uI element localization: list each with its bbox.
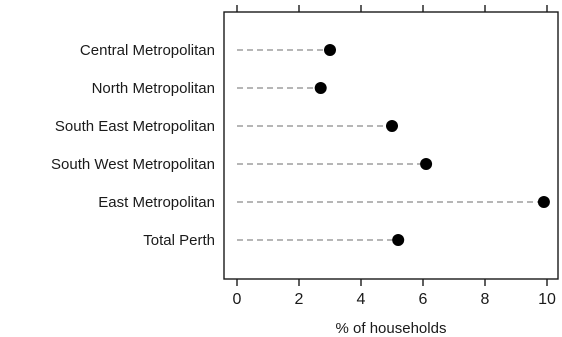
data-point — [537, 196, 550, 208]
data-rows: Central Metropolitan North Metropolitan So… — [51, 42, 550, 249]
data-point — [386, 120, 398, 132]
bottom-ticks — [236, 279, 548, 286]
data-row: South East Metropolitan — [55, 118, 398, 135]
category-label: South West Metropolitan — [51, 156, 215, 173]
data-point — [324, 44, 336, 56]
x-tick-labels: 0 2 4 6 8 10 — [233, 291, 556, 308]
category-label: South East Metropolitan — [55, 118, 215, 135]
x-tick-label: 0 — [233, 291, 242, 308]
data-row: South West Metropolitan — [51, 156, 433, 173]
category-label: Total Perth — [143, 232, 215, 249]
category-label: East Metropolitan — [98, 194, 215, 211]
data-row: North Metropolitan — [92, 80, 327, 97]
x-tick-label: 6 — [419, 291, 428, 308]
data-row: Central Metropolitan — [80, 42, 336, 59]
data-row: Total Perth — [143, 232, 405, 249]
data-row: East Metropolitan — [98, 194, 550, 211]
data-point — [392, 234, 405, 246]
category-label: Central Metropolitan — [80, 42, 215, 59]
category-label: North Metropolitan — [92, 80, 215, 97]
x-tick-label: 8 — [481, 291, 490, 308]
x-tick-label: 2 — [295, 291, 304, 308]
data-point — [314, 82, 327, 94]
data-point — [420, 158, 433, 170]
plot-frame — [223, 11, 559, 280]
top-ticks — [236, 5, 548, 12]
x-tick-label: 10 — [538, 291, 556, 308]
x-tick-label: 4 — [357, 291, 366, 308]
x-axis-title: % of households — [336, 320, 447, 337]
